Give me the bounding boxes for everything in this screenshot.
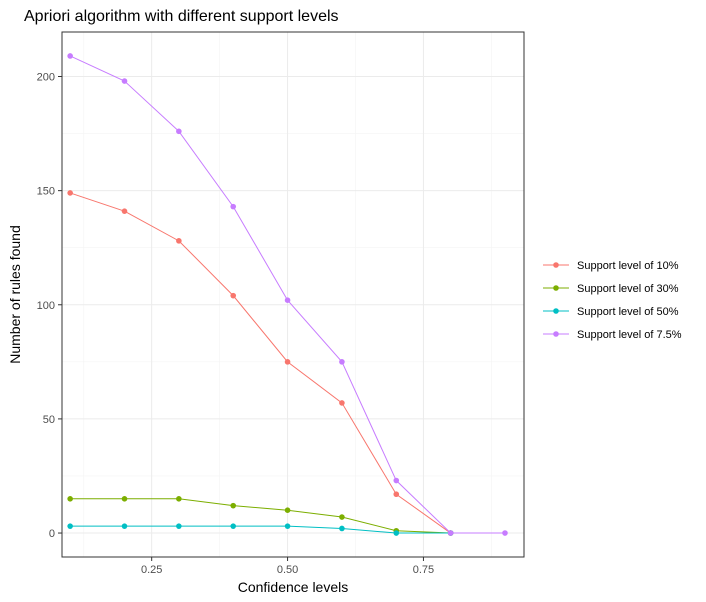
x-tick-label: 0.50	[277, 564, 298, 576]
data-point	[393, 530, 400, 536]
y-tick-label: 0	[49, 528, 55, 540]
x-tick-label: 0.25	[141, 564, 162, 576]
legend-key-point	[553, 308, 559, 314]
grid	[62, 32, 524, 557]
y-tick-label: 100	[37, 300, 55, 312]
legend: Support level of 10% Support level of 30%…	[543, 260, 682, 341]
data-point	[176, 128, 182, 135]
data-point	[121, 495, 128, 502]
data-point	[176, 238, 182, 244]
x-tick-label: 0.75	[413, 564, 434, 576]
data-point	[339, 400, 345, 406]
legend-item: Support level of 10%	[543, 260, 679, 272]
legend-label: Support level of 10%	[577, 260, 679, 272]
legend-key-point	[553, 285, 559, 291]
axes: 0.25 0.50 0.75 0 50 100 150 200	[37, 72, 435, 576]
data-point	[176, 523, 182, 529]
data-point	[67, 53, 73, 59]
data-point	[393, 477, 400, 484]
legend-item: Support level of 50%	[543, 306, 679, 318]
data-point	[284, 297, 291, 304]
legend-key-point	[553, 331, 559, 337]
data-point	[67, 523, 73, 529]
series-2	[67, 523, 454, 536]
panel-border	[61, 31, 525, 558]
series-3	[67, 53, 508, 536]
data-point	[502, 530, 508, 536]
series-line	[69, 192, 451, 534]
data-point	[230, 502, 237, 509]
data-point	[339, 525, 345, 532]
data-point	[230, 203, 237, 210]
series-1	[67, 495, 454, 536]
y-tick-label: 50	[43, 414, 55, 426]
series-line	[70, 525, 451, 534]
data-point	[121, 78, 128, 84]
y-tick-label: 200	[37, 72, 55, 84]
data-point	[67, 495, 73, 502]
data-point	[284, 523, 291, 529]
series-layer	[67, 53, 508, 536]
legend-label: Support level of 7.5%	[577, 329, 682, 341]
y-axis-title: Number of rules found	[7, 225, 23, 364]
legend-item: Support level of 30%	[543, 283, 679, 295]
series-line	[70, 498, 451, 534]
data-point	[121, 523, 128, 529]
data-point	[339, 359, 345, 365]
data-point	[447, 530, 454, 536]
data-point	[284, 507, 291, 514]
data-point	[121, 208, 128, 214]
data-point	[67, 190, 73, 196]
legend-label: Support level of 50%	[577, 306, 679, 318]
chart-title: Apriori algorithm with different support…	[24, 8, 339, 25]
data-point	[230, 523, 237, 529]
data-point	[284, 359, 291, 365]
data-point	[230, 292, 237, 299]
data-point	[176, 495, 182, 502]
x-axis-title: Confidence levels	[238, 579, 349, 595]
legend-item: Support level of 7.5%	[543, 329, 682, 341]
data-point	[339, 514, 345, 520]
legend-key-point	[553, 262, 559, 268]
data-point	[393, 491, 400, 498]
legend-label: Support level of 30%	[577, 283, 679, 295]
y-tick-label: 150	[37, 186, 55, 198]
